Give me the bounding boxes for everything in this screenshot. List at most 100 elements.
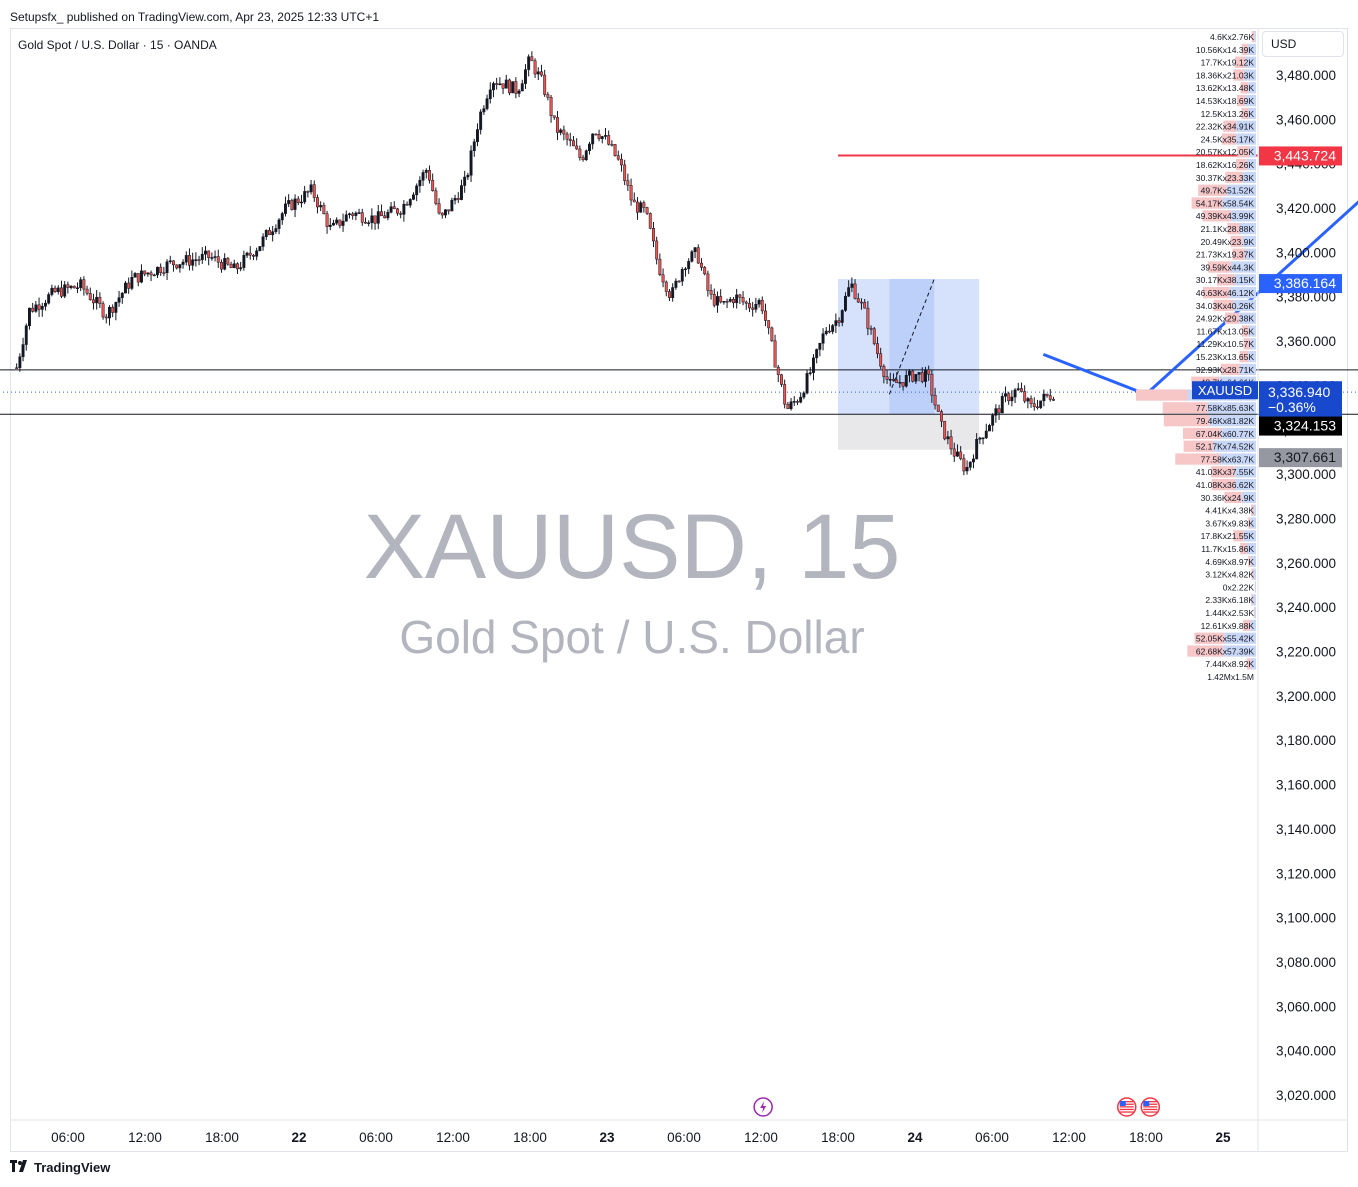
- candle-body: [920, 372, 924, 382]
- candle: [85, 285, 89, 296]
- candle-body: [194, 259, 198, 261]
- candle: [389, 202, 393, 214]
- candle-body: [853, 283, 857, 299]
- candle: [687, 258, 691, 274]
- candle: [680, 267, 684, 286]
- currency-selector[interactable]: USD: [1262, 31, 1344, 57]
- candle: [645, 206, 649, 216]
- volume-buy-bar: [1254, 607, 1256, 619]
- candle-body: [908, 370, 911, 376]
- volume-label: 18.36Kx21.03K: [1196, 70, 1254, 80]
- volume-buy-bar: [1221, 427, 1256, 440]
- candle: [341, 213, 345, 232]
- candle: [616, 150, 620, 161]
- badge-value: 3,386.164: [1274, 275, 1336, 291]
- time-axis: 06:00 12:00 18:00 22 06:00 12:00 18:00 23 06:00 1…: [10, 1119, 1348, 1145]
- volume-label: 41.08Kx36.62K: [1196, 480, 1254, 490]
- candle-body: [303, 191, 307, 203]
- candle: [876, 336, 879, 359]
- candle: [63, 281, 67, 299]
- volume-label: 52.17Kx74.52K: [1196, 442, 1254, 452]
- flag-stripe: [1143, 1101, 1158, 1103]
- candle-body: [524, 69, 527, 84]
- candle: [274, 224, 278, 234]
- candle-body: [399, 212, 403, 215]
- candle-body: [1042, 393, 1046, 402]
- volume-label: 49.7Kx51.52K: [1201, 186, 1255, 196]
- candle: [607, 130, 611, 146]
- volume-label: 3.67Kx9.83K: [1205, 518, 1254, 528]
- candle-body: [988, 425, 991, 432]
- candle-body: [172, 260, 175, 266]
- volume-buy-bar: [1226, 184, 1256, 196]
- candle: [373, 215, 377, 230]
- candle: [424, 168, 428, 179]
- candle: [284, 196, 287, 217]
- candle: [917, 372, 921, 382]
- price-tick-label: 3,280.000: [1276, 511, 1336, 526]
- candle: [60, 280, 63, 299]
- candle: [824, 326, 828, 336]
- volume-buy-bar: [1234, 274, 1256, 286]
- candle-body: [133, 273, 137, 278]
- candle-body: [296, 198, 300, 203]
- candle: [1000, 392, 1004, 414]
- volume-label: 79.46Kx81.82K: [1196, 416, 1254, 426]
- volume-buy-bar: [1234, 466, 1256, 478]
- candle: [98, 292, 102, 309]
- candle: [220, 259, 223, 273]
- candle-body: [578, 148, 582, 158]
- candle-body: [181, 261, 185, 265]
- candle: [796, 399, 799, 406]
- tradingview-label: TradingView: [34, 1160, 111, 1175]
- candle: [492, 81, 495, 98]
- candle-body: [828, 330, 831, 333]
- us-flag-icon[interactable]: [1117, 1097, 1137, 1117]
- candle-body: [274, 228, 278, 232]
- time-tick-label: 22: [291, 1130, 306, 1145]
- volume-label: 54.17Kx58.54K: [1196, 198, 1254, 208]
- volume-row: 77.58Kx85.63K: [1162, 402, 1256, 414]
- candle-body: [207, 250, 211, 258]
- candle: [146, 272, 150, 277]
- volume-label: 10.56Kx14.39K: [1196, 45, 1254, 55]
- candle-body: [732, 299, 735, 304]
- candle-body: [460, 185, 463, 200]
- candle-body: [1039, 400, 1043, 408]
- volume-buy-bar: [1250, 555, 1256, 568]
- candle: [399, 211, 403, 219]
- candle-body: [712, 293, 716, 306]
- candle-body: [767, 320, 771, 329]
- tradingview-brand[interactable]: TradingView: [10, 1160, 110, 1175]
- candle: [642, 200, 646, 213]
- candle: [191, 252, 195, 271]
- volume-label: 2.33Kx6.18K: [1205, 595, 1254, 605]
- candle-body: [536, 71, 540, 75]
- candle-body: [984, 430, 988, 439]
- volume-buy-bar: [1236, 120, 1256, 132]
- time-tick-label: 23: [599, 1130, 615, 1145]
- candle-body: [127, 282, 131, 289]
- candle-body: [632, 199, 636, 203]
- candle: [124, 280, 127, 294]
- volume-label: 24.5Kx35.17K: [1201, 134, 1255, 144]
- candle-body: [748, 303, 751, 309]
- candle: [984, 423, 988, 440]
- candle: [133, 272, 137, 278]
- candle-body: [508, 79, 511, 94]
- volume-buy-bar: [1243, 69, 1256, 81]
- time-tick-label: 18:00: [205, 1130, 239, 1145]
- lightning-event-icon[interactable]: [753, 1097, 773, 1117]
- volume-row: 21.73Kx19.37K: [1196, 248, 1256, 260]
- volume-buy-bar: [1219, 453, 1256, 465]
- candle-body: [1032, 403, 1036, 408]
- volume-sell-bar: [1233, 69, 1244, 81]
- candle: [735, 288, 739, 309]
- candle-body: [15, 367, 19, 369]
- volume-label: 24.92Kx29.38K: [1196, 314, 1254, 324]
- volume-sell-bar: [1227, 223, 1240, 235]
- candle: [610, 140, 614, 147]
- us-flag-icon[interactable]: [1140, 1097, 1161, 1117]
- candle: [357, 208, 361, 214]
